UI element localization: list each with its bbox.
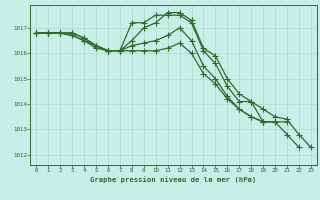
X-axis label: Graphe pression niveau de la mer (hPa): Graphe pression niveau de la mer (hPa) xyxy=(91,176,257,183)
